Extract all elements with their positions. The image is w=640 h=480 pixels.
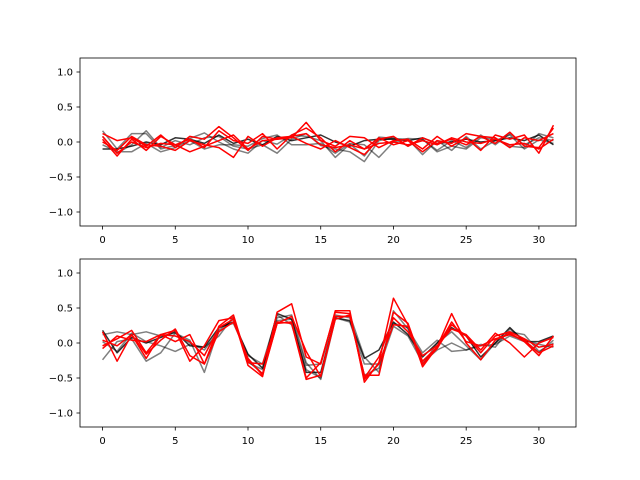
x-tick-label: 25 — [460, 235, 473, 246]
series-line-8 — [102, 314, 554, 381]
series-line-8 — [101, 132, 554, 154]
y-tick-label: −1.0 — [49, 409, 73, 420]
series-line-6 — [102, 311, 554, 379]
y-tick-label: 0.5 — [57, 304, 73, 315]
y-tick-label: 0.0 — [57, 138, 73, 149]
x-tick-label: 5 — [172, 235, 178, 246]
y-tick-label: −1.0 — [49, 208, 73, 219]
y-tick-label: 0.0 — [57, 339, 73, 350]
x-tick-label: 10 — [242, 436, 255, 447]
series-line-4 — [102, 134, 554, 150]
x-tick-label: 10 — [242, 235, 255, 246]
x-tick-label: 0 — [99, 436, 105, 447]
x-tick-label: 0 — [99, 235, 105, 246]
x-tick-label: 30 — [533, 436, 546, 447]
y-tick-label: −0.5 — [49, 173, 73, 184]
series-line-7 — [102, 132, 554, 159]
x-tick-label: 25 — [460, 436, 473, 447]
x-tick-label: 5 — [172, 436, 178, 447]
y-tick-label: 1.0 — [57, 269, 73, 280]
bottom-subplot: 0 5 10 15 20 25 30 −1.0 −0.5 0.0 0.5 1.0 — [49, 258, 577, 447]
x-tick-label: 20 — [387, 436, 400, 447]
x-tick-label: 30 — [533, 235, 546, 246]
x-tick-label: 15 — [314, 235, 327, 246]
y-tick-label: 0.5 — [57, 103, 73, 114]
top-subplot: 0 5 10 15 20 25 30 −1.0 −0.5 0.0 0.5 1.0 — [49, 57, 577, 246]
x-tick-label: 15 — [314, 436, 327, 447]
x-tick-label: 20 — [387, 235, 400, 246]
y-tick-label: −0.5 — [49, 374, 73, 385]
y-tick-label: 1.0 — [57, 68, 73, 79]
